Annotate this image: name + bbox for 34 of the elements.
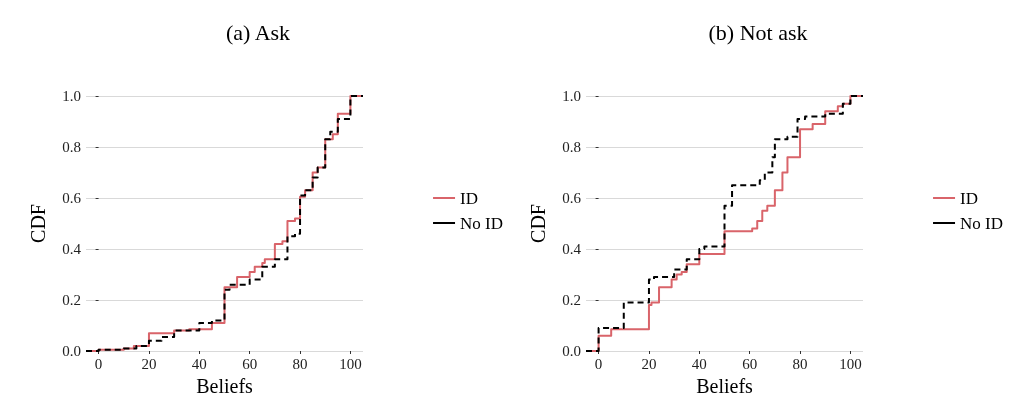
- x-tick-label: 60: [242, 355, 258, 372]
- x-tick-label: 80: [792, 355, 808, 372]
- legend-label: ID: [460, 188, 478, 208]
- x-tick-label: 100: [839, 355, 862, 372]
- legend-label: No ID: [960, 213, 1003, 233]
- legend-label: No ID: [460, 213, 503, 233]
- x-tick-label: 60: [742, 355, 758, 372]
- chart-title: (b) Not ask: [708, 19, 808, 45]
- x-tick-label: 80: [292, 355, 308, 372]
- y-tick-label: 0.0: [562, 343, 581, 359]
- y-tick-label: 0.8: [562, 139, 581, 155]
- y-tick-label: 0.8: [62, 139, 81, 155]
- legend-label: ID: [960, 188, 978, 208]
- chart-title: (a) Ask: [225, 19, 291, 45]
- x-tick-label: 100: [339, 355, 362, 372]
- y-tick-label: 1.0: [62, 88, 81, 104]
- y-tick-label: 0.6: [62, 190, 82, 206]
- x-tick-label: 40: [191, 355, 207, 372]
- x-axis-title: Beliefs: [196, 374, 254, 397]
- y-tick-label: 0.6: [562, 190, 582, 206]
- y-tick-label: 0.2: [562, 292, 581, 308]
- x-tick-label: 0: [594, 355, 603, 372]
- y-tick-label: 0.2: [62, 292, 81, 308]
- y-tick-label: 0.0: [62, 343, 81, 359]
- x-tick-label: 20: [141, 355, 157, 372]
- y-tick-label: 0.4: [62, 241, 82, 257]
- y-tick-label: 1.0: [562, 88, 581, 104]
- y-axis-title: CDF: [527, 204, 549, 243]
- x-tick-label: 40: [691, 355, 707, 372]
- x-tick-label: 20: [641, 355, 657, 372]
- x-tick-label: 0: [94, 355, 103, 372]
- y-tick-label: 0.4: [562, 241, 582, 257]
- y-axis-title: CDF: [27, 204, 49, 243]
- x-axis-title: Beliefs: [696, 374, 754, 397]
